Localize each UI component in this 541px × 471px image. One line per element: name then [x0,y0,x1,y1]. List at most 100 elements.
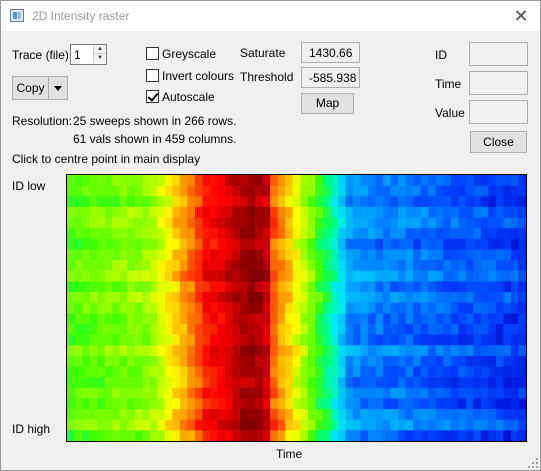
raster-cell[interactable] [97,387,106,400]
raster-cell[interactable] [247,345,256,357]
raster-cell[interactable] [127,292,136,304]
raster-cell[interactable] [330,355,339,368]
raster-cell[interactable] [420,292,429,304]
raster-cell[interactable] [458,249,467,261]
raster-cell[interactable] [82,196,91,208]
raster-cell[interactable] [119,228,128,240]
raster-cell[interactable] [179,196,188,208]
raster-cell[interactable] [398,355,407,368]
raster-cell[interactable] [67,206,76,219]
raster-cell[interactable] [480,196,489,208]
raster-cell[interactable] [127,196,136,208]
raster-cell[interactable] [164,419,173,431]
raster-cell[interactable] [127,206,136,219]
raster-cell[interactable] [74,196,83,208]
raster-cell[interactable] [217,334,226,346]
raster-cell[interactable] [112,345,121,357]
raster-cell[interactable] [82,292,91,304]
raster-cell[interactable] [518,430,526,441]
raster-cell[interactable] [127,185,136,197]
raster-cell[interactable] [127,398,136,410]
raster-cell[interactable] [157,281,166,293]
raster-cell[interactable] [390,345,399,357]
raster-cell[interactable] [202,409,211,421]
raster-cell[interactable] [82,175,91,187]
raster-cell[interactable] [322,206,331,219]
raster-cell[interactable] [360,292,369,304]
raster-cell[interactable] [443,292,452,304]
raster-cell[interactable] [300,419,309,431]
raster-cell[interactable] [285,430,294,441]
raster-cell[interactable] [119,430,128,441]
raster-cell[interactable] [82,355,91,368]
raster-cell[interactable] [428,185,437,197]
raster-cell[interactable] [149,419,158,431]
raster-cell[interactable] [89,228,98,240]
raster-cell[interactable] [179,345,188,357]
raster-cell[interactable] [247,175,256,187]
raster-cell[interactable] [375,206,384,219]
raster-cell[interactable] [375,270,384,282]
raster-cell[interactable] [322,409,331,421]
raster-cell[interactable] [240,323,249,336]
raster-cell[interactable] [413,398,422,410]
raster-cell[interactable] [518,387,526,400]
raster-cell[interactable] [383,387,392,400]
raster-cell[interactable] [270,334,279,346]
raster-cell[interactable] [510,228,520,240]
raster-cell[interactable] [383,228,392,240]
raster-cell[interactable] [315,260,324,272]
raster-cell[interactable] [202,238,211,251]
raster-cell[interactable] [104,345,113,357]
raster-cell[interactable] [307,355,316,368]
raster-cell[interactable] [74,175,83,187]
raster-cell[interactable] [67,334,76,346]
raster-cell[interactable] [255,175,264,187]
raster-cell[interactable] [209,270,219,282]
raster-cell[interactable] [187,430,196,441]
raster-cell[interactable] [157,430,166,441]
raster-cell[interactable] [187,323,196,336]
raster-cell[interactable] [225,334,234,346]
raster-cell[interactable] [134,377,143,389]
raster-cell[interactable] [67,270,76,282]
raster-cell[interactable] [240,270,249,282]
raster-cell[interactable] [127,238,136,251]
raster-cell[interactable] [352,228,362,240]
raster-cell[interactable] [217,281,226,293]
raster-cell[interactable] [480,249,489,261]
raster-cell[interactable] [202,206,211,219]
raster-cell[interactable] [262,398,271,410]
raster-cell[interactable] [149,313,158,325]
raster-cell[interactable] [119,409,128,421]
raster-cell[interactable] [292,260,301,272]
raster-cell[interactable] [285,323,294,336]
raster-cell[interactable] [172,175,181,187]
raster-cell[interactable] [209,260,219,272]
raster-cell[interactable] [330,238,339,251]
raster-cell[interactable] [97,217,106,229]
raster-cell[interactable] [149,281,158,293]
raster-cell[interactable] [352,292,362,304]
raster-cell[interactable] [255,377,264,389]
raster-cell[interactable] [480,313,489,325]
raster-cell[interactable] [104,387,113,400]
raster-cell[interactable] [443,398,452,410]
autoscale-checkbox[interactable] [146,90,159,103]
raster-cell[interactable] [413,185,422,197]
raster-cell[interactable] [270,238,279,251]
raster-cell[interactable] [307,323,316,336]
raster-cell[interactable] [194,238,204,251]
raster-cell[interactable] [390,217,399,229]
raster-cell[interactable] [480,270,489,282]
raster-cell[interactable] [503,292,512,304]
raster-cell[interactable] [225,281,234,293]
raster-cell[interactable] [232,387,241,400]
raster-cell[interactable] [209,292,219,304]
raster-cell[interactable] [247,260,256,272]
raster-cell[interactable] [473,260,482,272]
raster-cell[interactable] [104,355,113,368]
raster-cell[interactable] [503,196,512,208]
raster-cell[interactable] [330,175,339,187]
raster-cell[interactable] [413,196,422,208]
